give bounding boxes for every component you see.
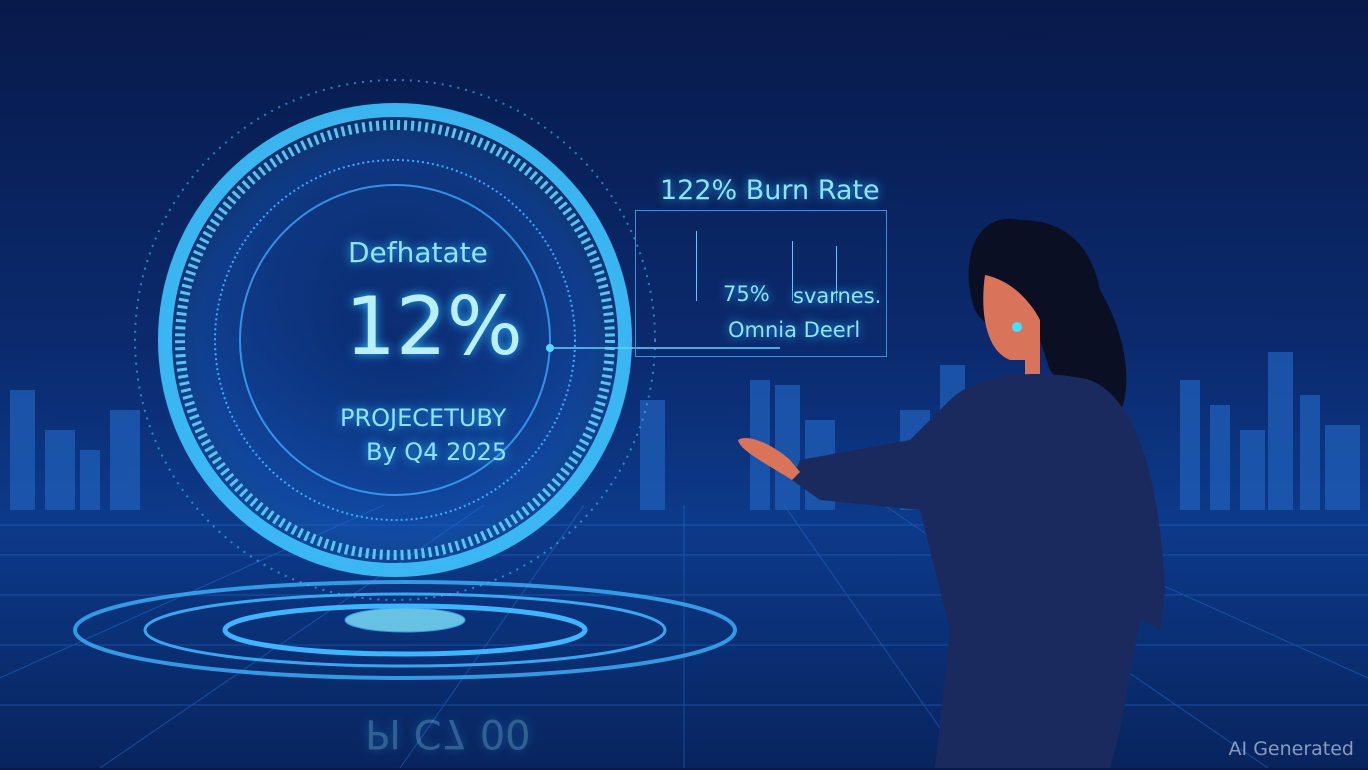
panel-caption: Omnia Deerl: [728, 318, 861, 342]
panel-heading: 122% Burn Rate: [660, 175, 880, 206]
gauge-subtitle: PROJECETUBY: [340, 404, 507, 432]
gauge-reflection: PI C7 00: [365, 710, 531, 756]
burn-rate-panel: [635, 210, 887, 357]
ai-generated-watermark: AI Generated: [1228, 738, 1354, 760]
gauge-title: Defhatate: [348, 236, 488, 269]
panel-value-label: svarnes.: [793, 284, 882, 308]
businesswoman-figure: [738, 218, 1165, 768]
base-rings: [73, 580, 737, 680]
gauge-date: By Q4 2025: [366, 438, 508, 466]
gauge-value: 12%: [345, 280, 523, 373]
holographic-gauge: [73, 79, 780, 680]
panel-value: 75%: [723, 282, 770, 306]
